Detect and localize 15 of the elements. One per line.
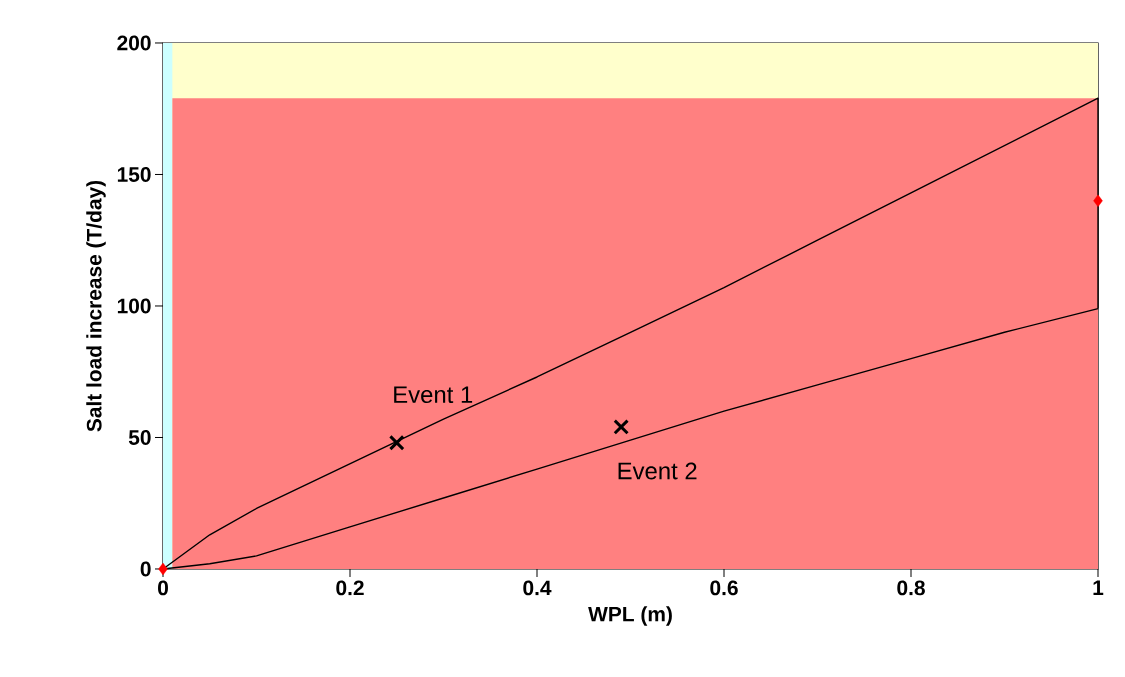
x-tick-label: 0.6: [710, 580, 738, 596]
x-tick-label: 0.8: [897, 580, 925, 596]
annotation: Event 2: [618, 462, 697, 480]
x-tick-label: 1: [1093, 580, 1104, 595]
x-axis-title: WPL (m): [588, 606, 672, 626]
annotation: Event 1: [394, 386, 473, 404]
x-tick-label: 0.4: [523, 580, 552, 596]
y-tick-label: 100: [117, 298, 151, 314]
y-tick-label: 150: [117, 167, 151, 182]
y-tick-label: 200: [117, 35, 151, 51]
y-tick-label: 50: [128, 430, 151, 445]
x-tick-label: 0: [158, 580, 168, 596]
y-tick-label: 0: [140, 561, 151, 577]
y-axis-title: Salt load increase (T/day): [86, 180, 106, 432]
x-tick-label: 0.2: [336, 580, 364, 596]
